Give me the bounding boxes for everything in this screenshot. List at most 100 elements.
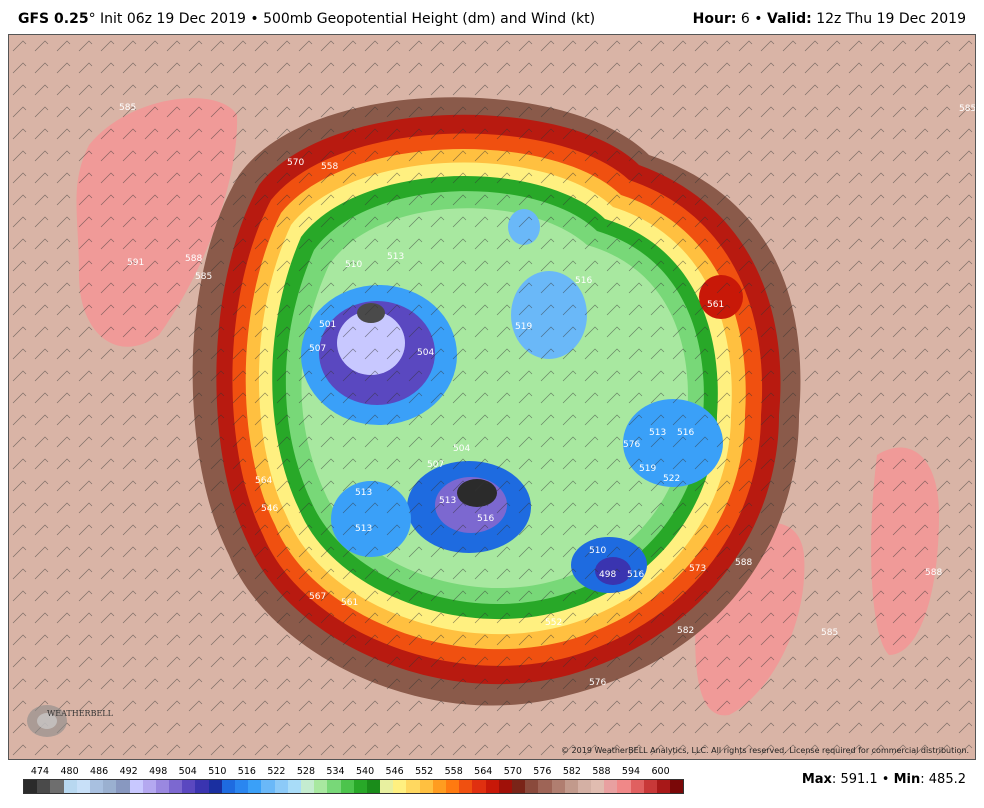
min-value: 485.2	[928, 772, 966, 787]
colorbar-tick-label: 546	[385, 766, 404, 777]
colorbar-swatch	[630, 780, 644, 793]
colorbar-swatch	[393, 780, 407, 793]
contour-label: 516	[677, 428, 694, 438]
colorbar-swatch	[221, 780, 235, 793]
colorbar-tick-label: 474	[30, 766, 50, 777]
colorbar-swatch	[287, 780, 301, 793]
logo-text: WEATHERBELL	[47, 709, 113, 718]
contour-label: 585	[821, 628, 838, 638]
colorbar-tick-label: 510	[208, 766, 227, 777]
contour-label: 582	[677, 626, 694, 636]
contour-label: 501	[319, 320, 336, 330]
colorbar-swatch	[116, 780, 130, 793]
colorbar-tick-label: 528	[296, 766, 316, 777]
contour-label: 546	[261, 504, 278, 514]
colorbar-swatch	[63, 780, 77, 793]
colorbar-swatch	[169, 780, 183, 793]
contour-label: 552	[545, 618, 562, 628]
colorbar-swatch	[617, 780, 631, 793]
colorbar-swatch	[274, 780, 288, 793]
colorbar-swatch	[195, 780, 209, 793]
contour-label: 567	[309, 592, 326, 602]
contour-label: 504	[417, 348, 434, 358]
colorbar-swatches	[23, 779, 685, 794]
colorbar-swatch	[353, 780, 367, 793]
colorbar-legend: 474 480 486 492 498 504 510 516 522 528 534 540 546 5…	[18, 766, 708, 806]
contour-label: 588	[185, 254, 202, 264]
colorbar-swatch	[657, 780, 671, 793]
contour-label: 519	[639, 464, 656, 474]
colorbar-tick-label: 558	[444, 766, 463, 777]
contour-label: 573	[689, 564, 706, 574]
min-label: Min	[893, 772, 921, 787]
hour-label: Hour:	[692, 11, 737, 27]
colorbar-tick-label: 564	[474, 766, 493, 777]
colorbar-swatch	[327, 780, 341, 793]
colorbar-tick-label: 498	[149, 766, 168, 777]
contour-label: 507	[309, 344, 326, 354]
colorbar-tick-label: 504	[178, 766, 197, 777]
contour-label: 513	[649, 428, 666, 438]
colorbar-swatch	[155, 780, 170, 793]
colorbar-tick-label: 522	[267, 766, 286, 777]
colorbar-swatch	[511, 780, 526, 793]
colorbar-swatch	[235, 780, 249, 793]
colorbar-swatch	[300, 780, 315, 793]
contour-label: 513	[355, 524, 372, 534]
contour-label: 564	[255, 476, 272, 486]
colorbar-swatch	[432, 780, 446, 793]
colorbar-swatch	[248, 780, 262, 793]
colorbar-swatch	[340, 780, 354, 793]
degree-symbol: °	[88, 11, 96, 27]
colorbar-swatch	[538, 780, 552, 793]
colorbar-swatch	[643, 780, 657, 793]
colorbar-tick-label: 540	[355, 766, 375, 777]
colorbar-swatch	[103, 780, 117, 793]
colorbar-swatch	[50, 780, 64, 793]
weatherbell-logo: WEATHERBELL	[23, 697, 113, 741]
colorbar-swatch	[37, 780, 51, 793]
contour-label: 561	[707, 300, 724, 310]
height-wind-map: 585 591 588 585 570 558 510 513 501 507 …	[9, 35, 976, 759]
colorbar-swatch	[89, 780, 104, 793]
valid-label: Valid:	[767, 11, 812, 27]
contour-label: 504	[453, 444, 470, 454]
contour-label: 585	[119, 103, 136, 113]
colorbar-swatch	[498, 780, 512, 793]
contour-label: 576	[589, 678, 606, 688]
contour-label: 498	[599, 570, 616, 580]
contour-label: 513	[355, 488, 372, 498]
colorbar-swatch	[24, 780, 38, 793]
contour-label: 588	[735, 558, 752, 568]
product-name: 500mb Geopotential Height (dm) and Wind …	[263, 11, 596, 27]
hour-value: 6	[740, 11, 750, 27]
contour-label: 522	[663, 474, 680, 484]
valid-value: 12z Thu 19 Dec 2019	[816, 11, 966, 27]
colorbar-tick-label: 492	[119, 766, 138, 777]
contour-label: 585	[195, 272, 212, 282]
colorbar-swatch	[591, 780, 605, 793]
maxmin-separator: •	[881, 772, 890, 787]
contour-label: 516	[627, 570, 644, 580]
colorbar-tick-label: 582	[562, 766, 581, 777]
colorbar-swatch	[564, 780, 578, 793]
contour-label: 585	[959, 104, 976, 114]
colorbar-tick-label: 552	[415, 766, 434, 777]
contour-label: 507	[427, 460, 444, 470]
contour-label: 576	[623, 440, 640, 450]
colorbar-swatch	[419, 780, 433, 793]
contour-label: 513	[439, 496, 456, 506]
max-min-readout: Max: 591.1 • Min: 485.2	[801, 772, 966, 787]
colorbar-tick-label: 534	[326, 766, 345, 777]
copyright-notice: © 2019 WeatherBELL Analytics, LLC. All r…	[561, 746, 969, 755]
colorbar-tick-label: 576	[533, 766, 552, 777]
colorbar-tick-label: 600	[651, 766, 670, 777]
colorbar-swatch	[485, 780, 499, 793]
colorbar-labels: 474 480 486 492 498 504 510 516 522 528 534 540 546 5…	[18, 766, 708, 778]
colorbar-swatch	[525, 780, 539, 793]
colorbar-swatch	[314, 780, 328, 793]
model-name: GFS 0.25	[18, 11, 89, 27]
contour-label: 510	[345, 260, 362, 270]
colorbar-swatch	[208, 780, 222, 793]
colorbar-swatch	[577, 780, 592, 793]
